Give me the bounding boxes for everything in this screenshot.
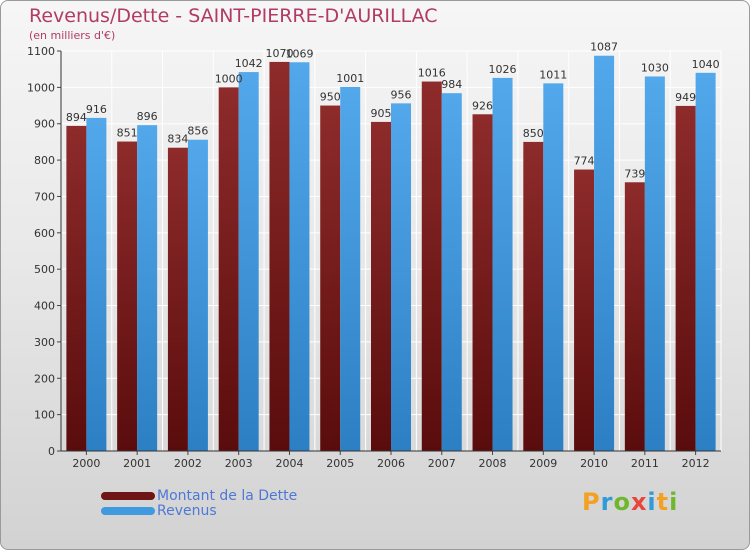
- debt-value-label: 774: [574, 155, 595, 168]
- revenue-value-label: 956: [391, 88, 412, 101]
- debt-value-label: 739: [624, 167, 645, 180]
- legend-item-debt: Montant de la Dette: [101, 488, 297, 503]
- revenue-value-label: 1001: [336, 72, 364, 85]
- legend-item-revenue: Revenus: [101, 503, 297, 518]
- chart-title: Revenus/Dette - SAINT-PIERRE-D'AURILLAC: [29, 5, 438, 27]
- revenue-value-label: 984: [441, 78, 462, 91]
- y-tick-label: 700: [34, 190, 55, 203]
- y-tick-label: 300: [34, 336, 55, 349]
- debt-value-label: 1070: [265, 47, 293, 60]
- revenue-value-label: 1011: [539, 68, 567, 81]
- debt-value-label: 1016: [418, 67, 446, 80]
- x-tick-label: 2009: [529, 457, 557, 470]
- debt-value-label: 950: [320, 91, 341, 104]
- chart-unit-subtitle: (en milliers d'€): [29, 29, 116, 42]
- debt-value-label: 851: [117, 127, 138, 140]
- debt-bar: [66, 125, 87, 451]
- revenue-bar: [441, 93, 462, 451]
- x-tick-label: 2008: [479, 457, 507, 470]
- revenue-bar: [644, 76, 665, 452]
- y-tick-label: 900: [34, 118, 55, 131]
- x-tick-label: 2003: [225, 457, 253, 470]
- y-tick-label: 800: [34, 154, 55, 167]
- logo-letter: t: [656, 488, 670, 516]
- debt-bar: [675, 105, 696, 451]
- y-tick-label: 400: [34, 300, 55, 313]
- y-tick-label: 100: [34, 409, 55, 422]
- y-tick-label: 500: [34, 263, 55, 276]
- revenue-value-label: 856: [187, 125, 208, 138]
- x-tick-label: 2011: [631, 457, 659, 470]
- revenue-bar: [594, 55, 615, 452]
- logo-letter: x: [630, 488, 648, 516]
- debt-bar: [218, 87, 239, 451]
- revenue-bar: [391, 103, 411, 451]
- revenue-bar: [695, 72, 716, 452]
- revenue-bar: [187, 139, 208, 451]
- bars: [66, 55, 716, 452]
- legend-swatch-debt: [101, 491, 155, 500]
- labels: 0100200300400500600700800900100011008949…: [27, 41, 720, 470]
- axes: [57, 50, 721, 455]
- x-tick-label: 2000: [72, 457, 100, 470]
- logo-letter: i: [669, 488, 679, 516]
- proxiti-logo: Proxiti: [582, 488, 678, 516]
- revenue-value-label: 1040: [692, 58, 720, 71]
- x-tick-label: 2002: [174, 457, 202, 470]
- legend: Montant de la Dette Revenus: [101, 488, 297, 518]
- debt-value-label: 926: [472, 99, 493, 112]
- debt-bar: [117, 141, 138, 451]
- debt-bar: [574, 169, 595, 451]
- debt-value-label: 905: [371, 107, 392, 120]
- debt-bar: [523, 141, 544, 451]
- revenue-value-label: 1026: [489, 63, 517, 76]
- x-tick-label: 2001: [123, 457, 151, 470]
- logo-letter: P: [582, 488, 601, 516]
- debt-bar: [624, 182, 645, 452]
- y-tick-label: 600: [34, 227, 55, 240]
- debt-bar: [269, 61, 290, 452]
- revenue-value-label: 896: [137, 110, 158, 123]
- x-tick-label: 2007: [428, 457, 456, 470]
- revenue-value-label: 1042: [235, 57, 263, 70]
- revenue-bar: [238, 72, 259, 451]
- debt-value-label: 949: [675, 91, 696, 104]
- revenue-value-label: 1087: [590, 41, 618, 54]
- debt-bar: [421, 81, 442, 451]
- legend-label-debt: Montant de la Dette: [157, 487, 298, 504]
- debt-value-label: 850: [523, 127, 544, 140]
- revenue-bar: [492, 77, 513, 451]
- revenue-value-label: 1069: [285, 47, 313, 60]
- x-tick-label: 2004: [275, 457, 303, 470]
- revenue-value-label: 916: [86, 103, 107, 116]
- debt-value-label: 894: [66, 111, 87, 124]
- y-tick-label: 0: [48, 445, 55, 458]
- legend-label-revenue: Revenus: [157, 502, 217, 519]
- debt-bar: [320, 105, 341, 451]
- x-tick-label: 2010: [580, 457, 608, 470]
- legend-swatch-revenue: [101, 506, 155, 515]
- x-tick-label: 2005: [326, 457, 354, 470]
- revenue-bar: [137, 125, 158, 451]
- debt-bar: [472, 114, 493, 451]
- revenue-bar: [289, 62, 310, 451]
- x-tick-label: 2006: [377, 457, 405, 470]
- logo-letter: o: [613, 488, 631, 516]
- revenue-bar: [340, 87, 361, 451]
- debt-bar: [167, 147, 188, 451]
- debt-value-label: 1000: [215, 72, 243, 85]
- y-tick-label: 1100: [27, 45, 55, 58]
- debt-bar: [371, 121, 391, 451]
- revenue-bar: [86, 117, 107, 451]
- y-tick-label: 1000: [27, 81, 55, 94]
- revenue-value-label: 1030: [641, 61, 669, 74]
- debt-value-label: 834: [167, 133, 188, 146]
- x-tick-label: 2012: [682, 457, 710, 470]
- logo-letter: i: [647, 488, 657, 516]
- revenue-bar: [543, 83, 564, 451]
- logo-letter: r: [600, 488, 614, 516]
- y-tick-label: 200: [34, 372, 55, 385]
